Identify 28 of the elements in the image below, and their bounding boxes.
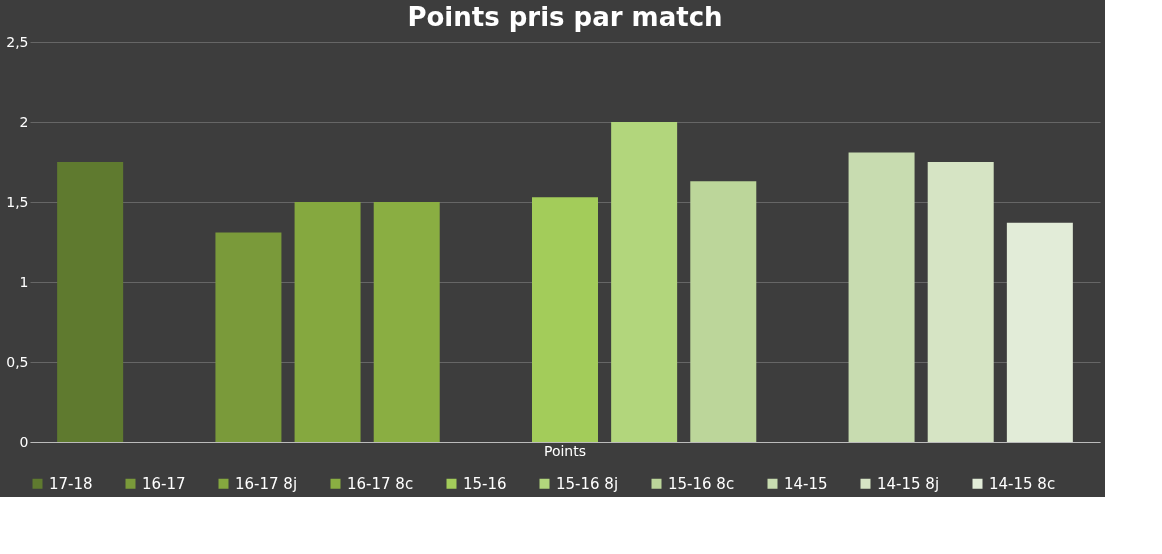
bar [373, 202, 440, 442]
bar [611, 122, 678, 442]
y-tick-label: 2 [19, 113, 29, 130]
bar [294, 202, 361, 442]
legend-label: 16-17 8j [235, 474, 298, 493]
bar [532, 197, 598, 442]
y-tick-label: 2,5 [6, 33, 29, 50]
x-tick-label: Points [543, 442, 587, 459]
legend-label: 14-15 8c [989, 474, 1056, 493]
bar [690, 181, 757, 442]
legend-label: 14-15 8j [877, 474, 940, 493]
y-tick-label: 1,5 [6, 193, 29, 210]
bar [927, 162, 994, 442]
legend-label: 14-15 [784, 474, 828, 493]
legend-label: 15-16 8c [668, 474, 735, 493]
y-tick-label: 0 [19, 433, 29, 450]
bar [57, 162, 124, 442]
bar [848, 152, 915, 442]
y-tick-label: 0,5 [6, 353, 29, 370]
legend-label: 17-18 [49, 474, 93, 493]
legend-label: 16-17 8c [347, 474, 414, 493]
chart-title: Points pris par match [407, 2, 723, 32]
y-tick-label: 1 [19, 273, 29, 290]
legend-label: 15-16 8j [556, 474, 619, 493]
bar [215, 232, 282, 442]
bar [1006, 222, 1073, 442]
legend-label: 15-16 [463, 474, 507, 493]
legend-label: 16-17 [142, 474, 186, 493]
